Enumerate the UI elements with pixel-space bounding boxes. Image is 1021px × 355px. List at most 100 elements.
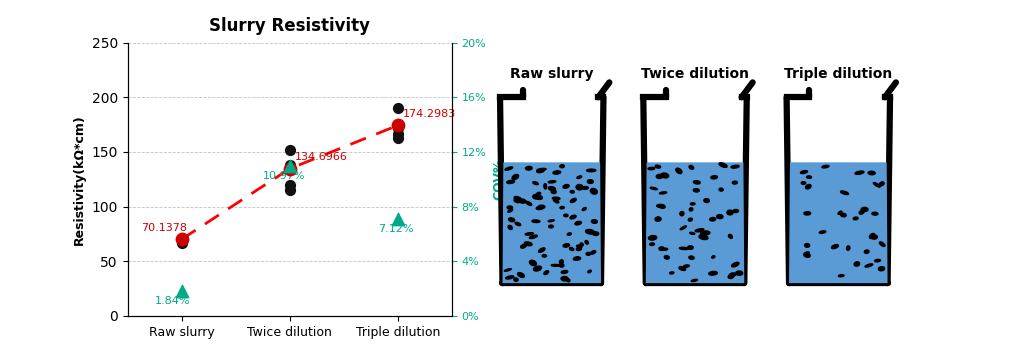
Ellipse shape bbox=[504, 269, 512, 271]
Ellipse shape bbox=[537, 168, 546, 171]
Ellipse shape bbox=[529, 235, 537, 239]
Ellipse shape bbox=[871, 235, 877, 239]
Ellipse shape bbox=[700, 231, 710, 235]
Ellipse shape bbox=[690, 232, 694, 234]
Ellipse shape bbox=[526, 201, 532, 206]
Ellipse shape bbox=[695, 229, 703, 232]
Ellipse shape bbox=[862, 207, 868, 212]
Ellipse shape bbox=[665, 256, 670, 259]
Ellipse shape bbox=[736, 271, 742, 275]
Ellipse shape bbox=[515, 196, 522, 201]
Ellipse shape bbox=[730, 273, 736, 277]
Polygon shape bbox=[645, 162, 744, 283]
Ellipse shape bbox=[879, 182, 884, 186]
Text: 174.2983: 174.2983 bbox=[403, 109, 456, 119]
Ellipse shape bbox=[582, 186, 588, 190]
Ellipse shape bbox=[548, 220, 554, 222]
Ellipse shape bbox=[553, 171, 561, 174]
Ellipse shape bbox=[878, 267, 884, 271]
Ellipse shape bbox=[571, 198, 576, 202]
Ellipse shape bbox=[676, 168, 682, 174]
Ellipse shape bbox=[564, 244, 570, 247]
Ellipse shape bbox=[838, 211, 842, 214]
Ellipse shape bbox=[570, 191, 574, 193]
Point bbox=[390, 216, 406, 222]
Ellipse shape bbox=[710, 218, 716, 221]
Ellipse shape bbox=[699, 234, 707, 238]
Ellipse shape bbox=[719, 188, 723, 191]
Ellipse shape bbox=[577, 176, 582, 179]
Ellipse shape bbox=[690, 203, 695, 205]
Text: 7.12%: 7.12% bbox=[379, 224, 414, 234]
Ellipse shape bbox=[680, 212, 684, 216]
Ellipse shape bbox=[819, 231, 826, 234]
Ellipse shape bbox=[551, 190, 556, 193]
Ellipse shape bbox=[657, 174, 663, 179]
Ellipse shape bbox=[804, 253, 810, 257]
Ellipse shape bbox=[679, 267, 686, 271]
Ellipse shape bbox=[846, 246, 849, 250]
Ellipse shape bbox=[562, 271, 568, 273]
Ellipse shape bbox=[592, 232, 598, 235]
Point bbox=[390, 122, 406, 128]
Ellipse shape bbox=[533, 194, 539, 199]
Point bbox=[282, 147, 298, 153]
Ellipse shape bbox=[537, 192, 541, 194]
Point bbox=[282, 162, 298, 168]
Ellipse shape bbox=[508, 225, 513, 230]
Point bbox=[174, 236, 190, 242]
Point bbox=[390, 135, 406, 141]
Ellipse shape bbox=[869, 234, 875, 239]
Ellipse shape bbox=[516, 222, 521, 226]
Ellipse shape bbox=[728, 274, 734, 279]
Ellipse shape bbox=[560, 207, 565, 209]
Ellipse shape bbox=[650, 187, 658, 190]
Ellipse shape bbox=[534, 266, 541, 271]
Ellipse shape bbox=[840, 191, 848, 195]
Ellipse shape bbox=[719, 163, 727, 168]
Ellipse shape bbox=[657, 204, 665, 208]
Ellipse shape bbox=[560, 264, 564, 267]
Ellipse shape bbox=[512, 174, 519, 180]
Ellipse shape bbox=[806, 185, 811, 189]
Ellipse shape bbox=[525, 233, 533, 235]
Ellipse shape bbox=[854, 217, 858, 220]
Ellipse shape bbox=[663, 248, 668, 250]
Ellipse shape bbox=[709, 272, 718, 275]
Ellipse shape bbox=[525, 242, 532, 246]
Ellipse shape bbox=[711, 176, 718, 179]
Ellipse shape bbox=[703, 199, 710, 202]
Text: 1.84%: 1.84% bbox=[154, 296, 190, 306]
Ellipse shape bbox=[659, 247, 665, 250]
Point bbox=[282, 182, 298, 187]
Ellipse shape bbox=[838, 275, 844, 277]
Ellipse shape bbox=[514, 198, 521, 203]
Ellipse shape bbox=[538, 248, 545, 252]
Ellipse shape bbox=[507, 206, 513, 209]
Ellipse shape bbox=[801, 182, 806, 184]
Ellipse shape bbox=[590, 189, 597, 194]
Ellipse shape bbox=[537, 169, 544, 173]
Ellipse shape bbox=[873, 182, 880, 187]
Ellipse shape bbox=[688, 218, 692, 221]
Ellipse shape bbox=[521, 244, 526, 248]
Ellipse shape bbox=[727, 210, 733, 215]
Ellipse shape bbox=[717, 214, 723, 219]
Ellipse shape bbox=[568, 233, 572, 235]
Ellipse shape bbox=[585, 241, 588, 244]
Ellipse shape bbox=[655, 165, 661, 168]
Ellipse shape bbox=[586, 169, 596, 172]
Ellipse shape bbox=[879, 242, 885, 246]
Ellipse shape bbox=[505, 276, 514, 279]
Point bbox=[282, 163, 298, 169]
Ellipse shape bbox=[508, 218, 515, 222]
Ellipse shape bbox=[548, 181, 555, 183]
Ellipse shape bbox=[689, 256, 694, 260]
Ellipse shape bbox=[544, 184, 546, 189]
Ellipse shape bbox=[566, 278, 570, 282]
Ellipse shape bbox=[691, 279, 697, 282]
Ellipse shape bbox=[670, 272, 674, 274]
Ellipse shape bbox=[576, 247, 582, 251]
Ellipse shape bbox=[875, 260, 880, 262]
Point bbox=[282, 165, 298, 171]
